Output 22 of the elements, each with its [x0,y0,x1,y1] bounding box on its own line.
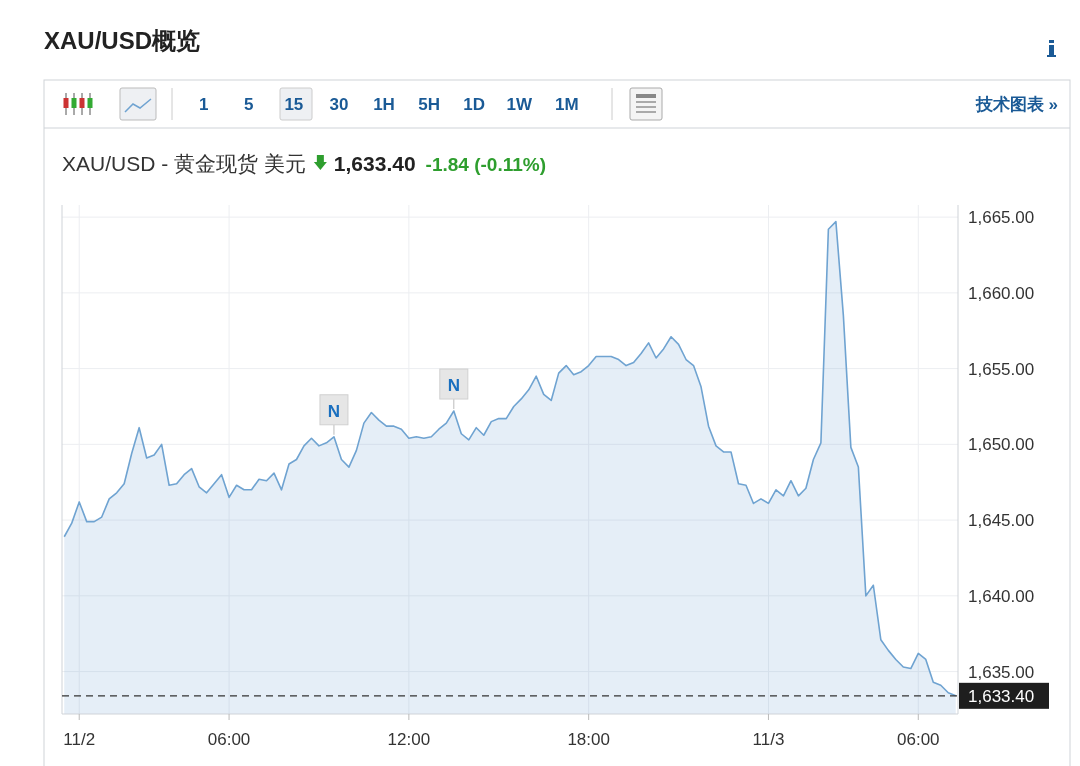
y-tick-label: 1,650.00 [968,435,1035,455]
x-tick-label: 06:00 [207,730,251,749]
x-tick-label: 18:00 [567,730,610,749]
y-tick-label: 1,635.00 [968,662,1035,682]
text: 1,633.40 [333,152,416,175]
text: -1.84 (-0.11%) [425,154,547,175]
text: 1 5 15 30 1H 5H 1D 1W 1M [198,95,579,114]
x-tick-label: 11/3 [752,730,785,749]
x-tick-label: 12:00 [387,730,431,749]
chart-subtitle: XAU/USD - 黄金现货 美元 [62,152,306,175]
annotation: N [327,401,341,421]
y-tick-label: 1,665.00 [968,208,1035,228]
ref-line-label: 1,633.40 [968,686,1035,706]
chart-title: XAU/USD概览 [44,27,201,54]
text: 技术图表 » [974,95,1058,114]
y-tick-label: 1,660.00 [968,283,1035,303]
x-tick-label: 06:00 [897,730,940,749]
annotation: N [447,376,460,396]
y-tick-label: 1,640.00 [968,586,1035,606]
y-tick-label: 1,645.00 [968,511,1035,531]
x-tick-label: 11/2 [63,730,96,749]
y-tick-label: 1,655.00 [968,359,1035,379]
